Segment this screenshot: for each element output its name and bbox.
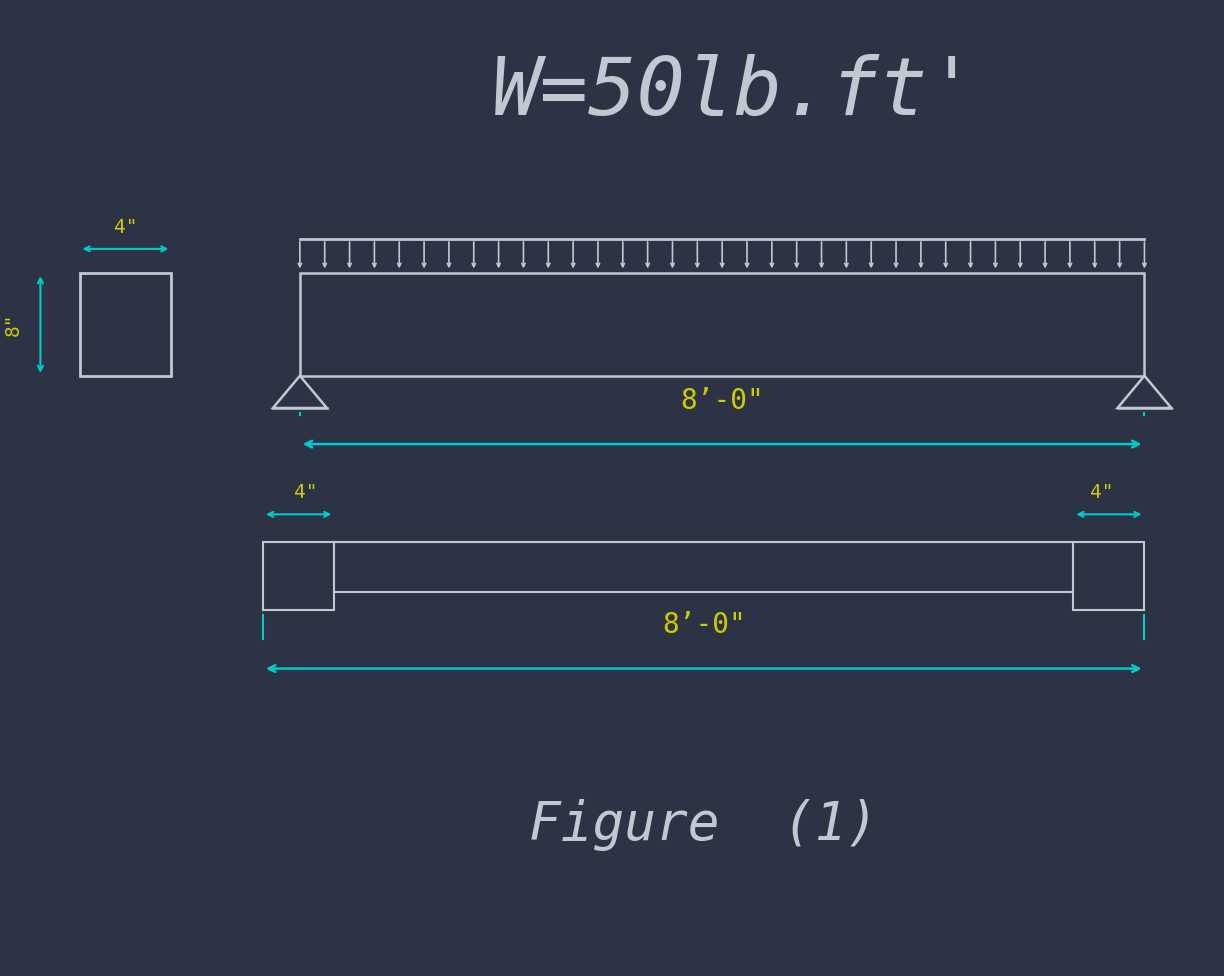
Text: W=50lb.ft': W=50lb.ft': [492, 54, 977, 132]
Text: 8’-0": 8’-0": [662, 611, 745, 639]
Text: 4": 4": [1091, 483, 1114, 503]
Text: 4": 4": [294, 483, 317, 503]
Text: 4": 4": [114, 218, 137, 237]
Bar: [1073, 542, 1144, 610]
Bar: [80, 273, 171, 376]
Text: 8": 8": [4, 312, 23, 337]
Text: 8’-0": 8’-0": [681, 386, 764, 415]
Bar: [300, 273, 1144, 376]
Bar: [334, 542, 1073, 592]
Text: Figure  (1): Figure (1): [529, 798, 879, 851]
Bar: [263, 542, 334, 610]
